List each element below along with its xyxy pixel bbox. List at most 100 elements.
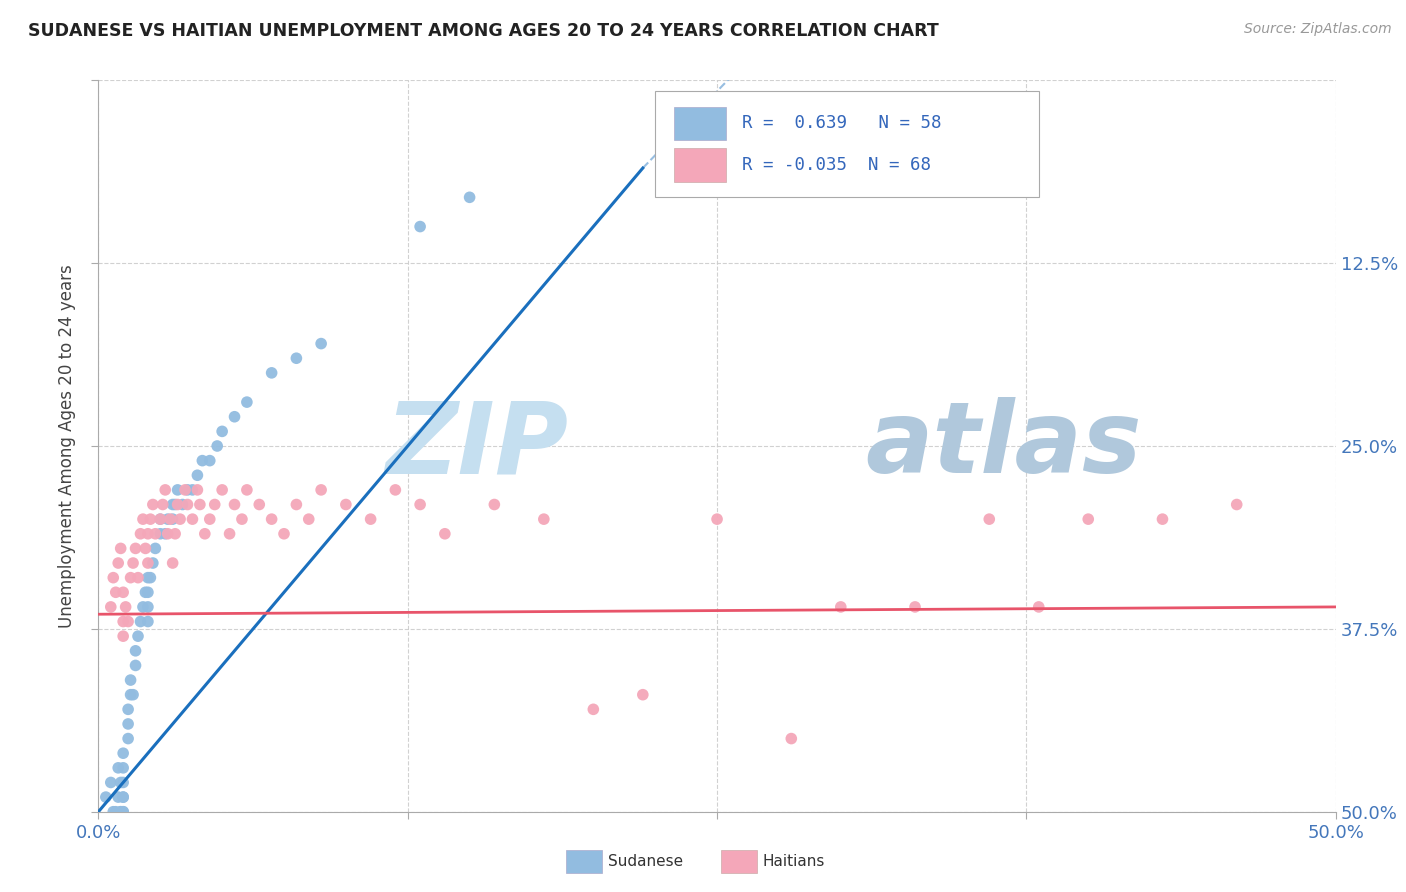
Point — [360, 512, 382, 526]
Point — [706, 512, 728, 526]
Point — [484, 498, 506, 512]
Point — [236, 483, 259, 497]
Point — [181, 483, 204, 497]
Point — [142, 498, 165, 512]
Point — [122, 688, 145, 702]
Point — [186, 483, 208, 497]
Point — [166, 483, 188, 497]
Point — [120, 688, 142, 702]
Point — [124, 658, 146, 673]
Point — [155, 483, 177, 497]
Point — [211, 425, 233, 439]
FancyBboxPatch shape — [673, 148, 725, 182]
Point — [285, 351, 308, 366]
Point — [117, 615, 139, 629]
Point — [127, 571, 149, 585]
Point — [260, 512, 283, 526]
FancyBboxPatch shape — [673, 107, 725, 140]
Point — [139, 512, 162, 526]
Point — [112, 805, 135, 819]
Point — [162, 498, 184, 512]
Point — [174, 483, 197, 497]
FancyBboxPatch shape — [721, 850, 756, 873]
Point — [134, 541, 156, 556]
Point — [979, 512, 1001, 526]
Point — [904, 599, 927, 614]
Point — [533, 512, 555, 526]
Point — [149, 512, 172, 526]
Text: ZIP: ZIP — [385, 398, 568, 494]
Point — [110, 775, 132, 789]
Point — [122, 556, 145, 570]
Point — [631, 688, 654, 702]
Point — [155, 526, 177, 541]
Point — [142, 556, 165, 570]
Point — [112, 790, 135, 805]
Point — [114, 599, 136, 614]
Point — [169, 512, 191, 526]
Point — [143, 541, 166, 556]
Point — [149, 512, 172, 526]
Point — [156, 512, 179, 526]
Text: SUDANESE VS HAITIAN UNEMPLOYMENT AMONG AGES 20 TO 24 YEARS CORRELATION CHART: SUDANESE VS HAITIAN UNEMPLOYMENT AMONG A… — [28, 22, 939, 40]
Point — [165, 526, 187, 541]
Point — [162, 512, 184, 526]
Point — [198, 453, 221, 467]
Point — [136, 526, 159, 541]
Text: atlas: atlas — [866, 398, 1142, 494]
Point — [104, 805, 127, 819]
Point — [129, 615, 152, 629]
Point — [224, 498, 246, 512]
Point — [124, 644, 146, 658]
Point — [104, 585, 127, 599]
Point — [112, 775, 135, 789]
Point — [186, 468, 208, 483]
Point — [127, 629, 149, 643]
Point — [162, 556, 184, 570]
Point — [112, 629, 135, 643]
Point — [165, 498, 187, 512]
Point — [384, 483, 406, 497]
Point — [191, 453, 214, 467]
Point — [117, 731, 139, 746]
Text: Sudanese: Sudanese — [609, 854, 683, 869]
Point — [285, 498, 308, 512]
Point — [409, 498, 432, 512]
Point — [231, 512, 253, 526]
Point — [110, 805, 132, 819]
Point — [112, 615, 135, 629]
Point — [298, 512, 321, 526]
Point — [830, 599, 852, 614]
Point — [136, 571, 159, 585]
Point — [1028, 599, 1050, 614]
Point — [100, 599, 122, 614]
Point — [132, 599, 155, 614]
Point — [198, 512, 221, 526]
Point — [224, 409, 246, 424]
Point — [273, 526, 295, 541]
Point — [134, 585, 156, 599]
Point — [112, 790, 135, 805]
Point — [107, 556, 129, 570]
Point — [211, 483, 233, 497]
Point — [247, 498, 270, 512]
Point — [166, 498, 188, 512]
Point — [204, 498, 226, 512]
Text: R = -0.035  N = 68: R = -0.035 N = 68 — [742, 156, 931, 174]
Point — [110, 805, 132, 819]
Point — [205, 439, 228, 453]
FancyBboxPatch shape — [655, 91, 1039, 197]
Point — [218, 526, 240, 541]
Point — [112, 585, 135, 599]
Text: Source: ZipAtlas.com: Source: ZipAtlas.com — [1244, 22, 1392, 37]
Text: R =  0.639   N = 58: R = 0.639 N = 58 — [742, 114, 941, 132]
Point — [110, 541, 132, 556]
Point — [335, 498, 357, 512]
Point — [1226, 498, 1249, 512]
Point — [176, 498, 198, 512]
Point — [120, 673, 142, 687]
Y-axis label: Unemployment Among Ages 20 to 24 years: Unemployment Among Ages 20 to 24 years — [58, 264, 76, 628]
Point — [1152, 512, 1174, 526]
Point — [136, 556, 159, 570]
Point — [181, 512, 204, 526]
